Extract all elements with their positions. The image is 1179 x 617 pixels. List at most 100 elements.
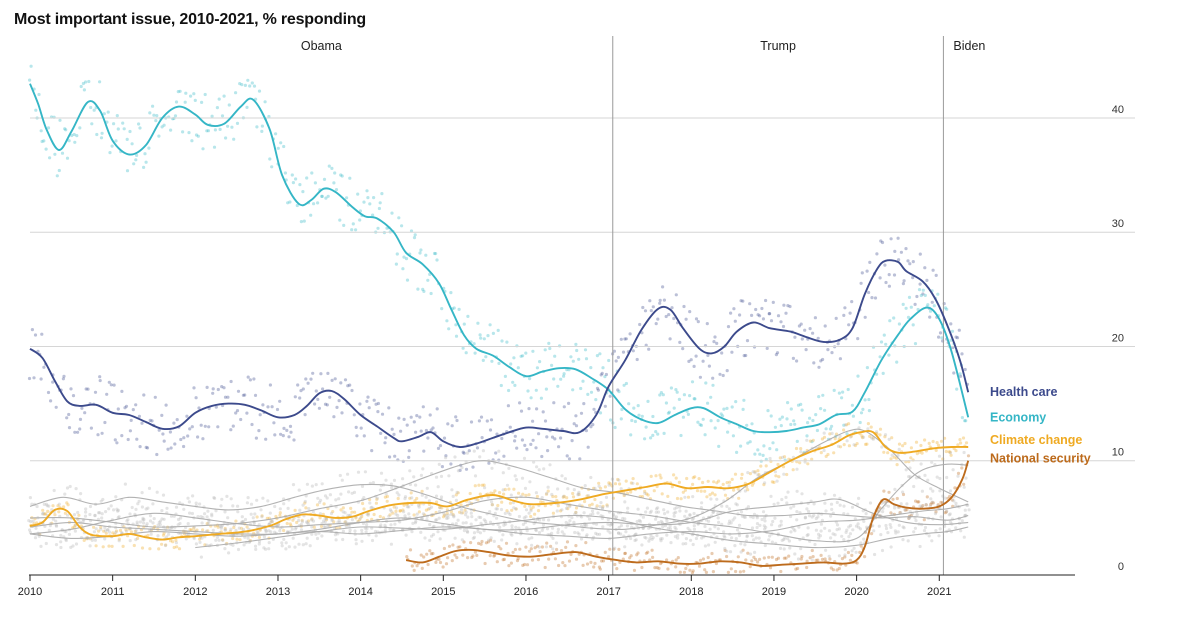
- scatter-dot: [556, 527, 561, 532]
- scatter-dot: [354, 425, 358, 429]
- scatter-dot: [654, 322, 658, 326]
- scatter-dot: [869, 425, 873, 429]
- scatter-dot: [83, 411, 87, 415]
- scatter-dot: [841, 390, 845, 394]
- scatter-dot: [827, 529, 832, 533]
- scatter-dot: [735, 528, 740, 532]
- scatter-dot: [888, 523, 892, 527]
- scatter-dot: [651, 433, 655, 437]
- scatter-dot: [194, 396, 198, 400]
- scatter-dot: [766, 409, 770, 413]
- scatter-dot: [465, 451, 469, 455]
- scatter-dot: [328, 493, 332, 497]
- scatter-dot: [691, 569, 695, 573]
- scatter-dot: [665, 558, 669, 562]
- scatter-dot: [261, 496, 265, 500]
- scatter-dot: [872, 529, 876, 533]
- scatter-dot: [628, 332, 632, 336]
- scatter-dot: [692, 511, 696, 516]
- scatter-dot: [943, 496, 947, 500]
- scatter-dot: [42, 512, 46, 516]
- scatter-dot: [649, 534, 653, 538]
- scatter-dot: [223, 510, 227, 514]
- scatter-dot: [851, 528, 855, 532]
- scatter-dot: [613, 482, 618, 486]
- period-label: Biden: [953, 39, 985, 53]
- scatter-dot: [743, 543, 747, 547]
- scatter-dot: [368, 202, 372, 206]
- scatter-dot: [778, 417, 782, 421]
- scatter-dot: [515, 542, 519, 546]
- scatter-dot: [858, 420, 862, 425]
- scatter-dot: [524, 545, 528, 549]
- scatter-dot: [893, 529, 898, 533]
- scatter-dot: [344, 520, 348, 524]
- scatter-dot: [226, 124, 230, 128]
- scatter-dot: [959, 529, 963, 533]
- scatter-dot: [561, 495, 565, 499]
- scatter-dot: [241, 527, 246, 532]
- scatter-dot: [534, 491, 539, 495]
- scatter-dot: [576, 531, 580, 535]
- scatter-dot: [340, 411, 344, 415]
- scatter-dot: [791, 356, 796, 360]
- scatter-dot: [862, 519, 866, 524]
- scatter-dot: [758, 452, 762, 456]
- scatter-dot: [660, 537, 664, 541]
- scatter-dot: [707, 364, 712, 368]
- scatter-dot: [619, 417, 623, 421]
- scatter-dot: [742, 569, 746, 573]
- scatter-dot: [947, 450, 951, 454]
- scatter-dot: [725, 369, 729, 373]
- scatter-dot: [760, 306, 764, 311]
- scatter-dot: [442, 513, 447, 517]
- scatter-dot: [609, 418, 613, 422]
- scatter-dot: [563, 564, 567, 568]
- scatter-dot: [703, 568, 707, 572]
- scatter-dot: [539, 500, 543, 504]
- scatter-dot: [236, 504, 240, 508]
- scatter-dot: [725, 549, 729, 553]
- scatter-dot: [524, 515, 528, 519]
- scatter-dot: [185, 414, 189, 418]
- scatter-dot: [866, 427, 870, 431]
- scatter-dot: [778, 456, 782, 460]
- scatter-dot: [120, 523, 124, 528]
- scatter-dot: [169, 128, 173, 132]
- scatter-dot: [762, 483, 766, 487]
- scatter-dot: [380, 412, 385, 416]
- scatter-dot: [137, 122, 141, 126]
- scatter-dot: [896, 236, 900, 240]
- scatter-dot: [80, 406, 84, 410]
- scatter-dot: [875, 252, 879, 256]
- scatter-dot: [705, 495, 709, 499]
- scatter-dot: [846, 550, 851, 555]
- scatter-dot: [194, 542, 198, 546]
- scatter-dot: [407, 505, 411, 509]
- scatter-dot: [514, 478, 519, 482]
- scatter-dot: [407, 512, 411, 516]
- scatter-dot: [758, 314, 762, 318]
- scatter-dot: [823, 492, 827, 496]
- scatter-dot: [647, 539, 651, 543]
- scatter-dot: [713, 525, 717, 529]
- scatter-dot: [688, 568, 692, 572]
- scatter-dot: [828, 427, 833, 431]
- scatter-dot: [713, 540, 717, 544]
- scatter-dot: [248, 378, 252, 382]
- scatter-dot: [182, 507, 186, 511]
- scatter-dot: [444, 454, 448, 458]
- scatter-dot: [848, 558, 853, 562]
- scatter-dot: [871, 437, 875, 441]
- scatter-dot: [199, 515, 203, 519]
- scatter-dot: [916, 307, 920, 312]
- scatter-dot: [901, 444, 905, 448]
- scatter-dot: [492, 554, 496, 558]
- scatter-dot: [383, 528, 387, 532]
- scatter-dot: [194, 501, 198, 505]
- scatter-dot: [606, 522, 610, 526]
- scatter-dot: [142, 393, 146, 397]
- scatter-dot: [34, 526, 38, 530]
- scatter-dot: [466, 515, 470, 519]
- scatter-dot: [250, 422, 254, 427]
